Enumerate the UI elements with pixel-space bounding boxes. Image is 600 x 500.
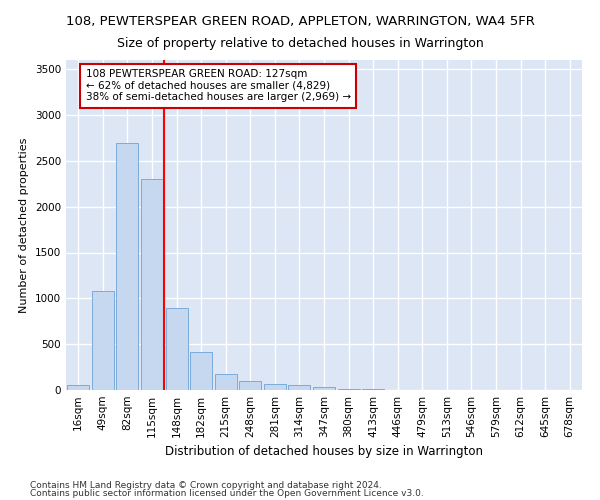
- Bar: [338, 388, 359, 390]
- Bar: [141, 179, 163, 390]
- Bar: [92, 292, 114, 390]
- Bar: [190, 352, 212, 390]
- Bar: [166, 308, 188, 390]
- X-axis label: Distribution of detached houses by size in Warrington: Distribution of detached houses by size …: [165, 446, 483, 458]
- Text: Size of property relative to detached houses in Warrington: Size of property relative to detached ho…: [116, 38, 484, 51]
- Bar: [313, 387, 335, 390]
- Bar: [116, 142, 139, 390]
- Bar: [289, 386, 310, 390]
- Text: 108 PEWTERSPEAR GREEN ROAD: 127sqm
← 62% of detached houses are smaller (4,829)
: 108 PEWTERSPEAR GREEN ROAD: 127sqm ← 62%…: [86, 69, 351, 102]
- Text: Contains HM Land Registry data © Crown copyright and database right 2024.: Contains HM Land Registry data © Crown c…: [30, 480, 382, 490]
- Text: 108, PEWTERSPEAR GREEN ROAD, APPLETON, WARRINGTON, WA4 5FR: 108, PEWTERSPEAR GREEN ROAD, APPLETON, W…: [65, 15, 535, 28]
- Bar: [215, 374, 237, 390]
- Y-axis label: Number of detached properties: Number of detached properties: [19, 138, 29, 312]
- Bar: [67, 386, 89, 390]
- Bar: [264, 384, 286, 390]
- Text: Contains public sector information licensed under the Open Government Licence v3: Contains public sector information licen…: [30, 489, 424, 498]
- Bar: [239, 381, 262, 390]
